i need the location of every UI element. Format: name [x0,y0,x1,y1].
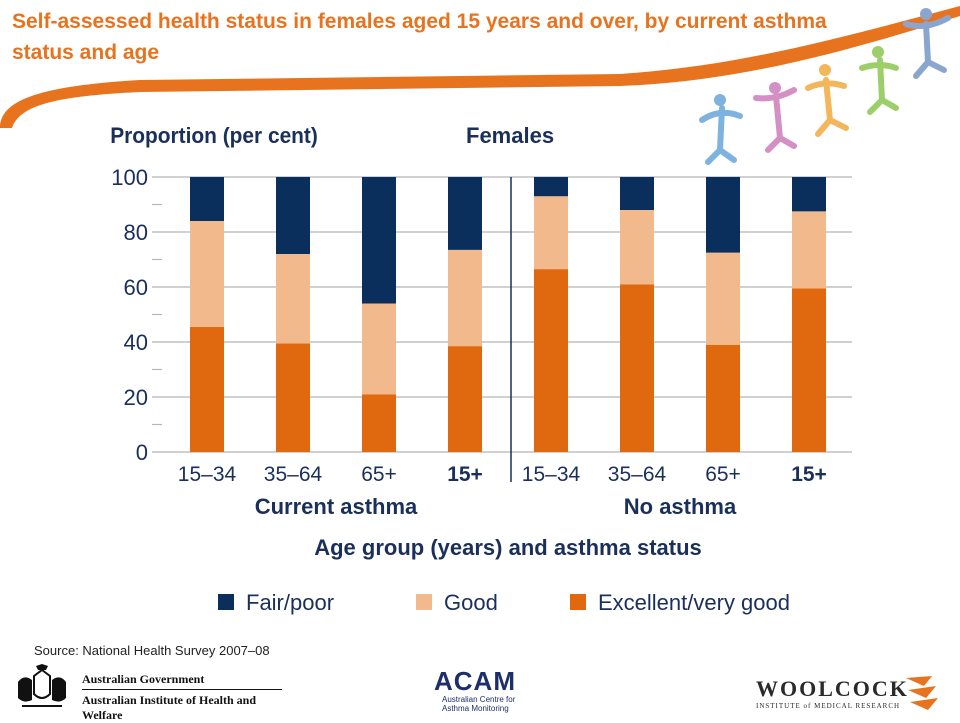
bar-segment [448,346,482,452]
woolcock-name: WOOLCOCK [756,676,909,701]
bar-segment [448,249,482,347]
bar-segment [448,177,482,250]
group-label: Current asthma [255,494,418,519]
x-tick-label: 35–64 [264,463,323,486]
bar-segment [362,303,396,395]
bar-segment [620,284,654,452]
coat-of-arms-icon [18,664,66,707]
bar-segment [620,210,654,285]
bar-segment [792,211,826,289]
woolcock-logo: WOOLCOCK INSTITUTE of MEDICAL RESEARCH [756,670,956,716]
stacked-bar-chart: Proportion (per cent) Females 0 20 40 60 80 1… [110,123,852,615]
legend-label: Good [444,590,498,615]
legend-swatch [218,594,234,610]
y-tick-label: 100 [111,165,148,190]
x-axis-title: Age group (years) and asthma status [314,535,702,560]
x-tick-label: 15+ [791,463,827,486]
bar-segment [792,177,826,212]
legend-swatch [416,594,432,610]
panel-title: Females [466,123,554,148]
aihw-logo: Australian Government Australian Institu… [10,664,290,722]
x-tick-label: 15–34 [178,463,237,486]
woolcock-mark-icon [906,676,938,710]
legend-label: Fair/poor [246,590,334,615]
bar-segment [276,254,310,344]
bar-segment [276,177,310,254]
y-tick-label: 80 [124,220,148,245]
x-tick-label: 35–64 [608,463,667,486]
source-note: Source: National Health Survey 2007–08 [34,643,270,658]
y-axis-title: Proportion (per cent) [110,124,318,149]
bar-segment [706,177,740,253]
group-label: No asthma [624,494,737,519]
y-tick-label: 0 [136,440,148,465]
bar-segment [362,394,396,452]
y-tick-label: 60 [124,275,148,300]
bar-segment [190,221,224,327]
slide-title: Self-assessed health status in females a… [12,10,827,64]
aihw-rule [82,689,282,690]
acam-sub1: Australian Centre for [442,695,516,704]
bar-segment [706,344,740,452]
woolcock-sub: INSTITUTE of MEDICAL RESEARCH [756,702,901,710]
bar-segment [534,196,568,270]
bar-segment [792,288,826,452]
x-tick-label: 15+ [447,463,483,486]
bar-segment [190,177,224,221]
bar-segment [706,252,740,345]
bar-segment [276,343,310,452]
x-tick-label: 65+ [361,463,397,486]
header-swoosh [0,6,960,128]
y-tick-label: 20 [124,385,148,410]
x-tick-label: 65+ [705,463,741,486]
bar-segment [362,177,396,304]
acam-name: ACAM [434,666,516,696]
bar-segment [534,269,568,452]
legend-label: Excellent/very good [598,590,790,615]
bar-segment [620,177,654,210]
bar-segment [190,326,224,452]
bar-segment [534,177,568,197]
legend-swatch [570,594,586,610]
x-tick-label: 15–34 [522,463,581,486]
aihw-line2: Australian Institute of Health and Welfa… [82,693,257,722]
acam-sub2: Asthma Monitoring [442,704,509,713]
aihw-line1: Australian Government [82,672,205,686]
acam-logo: ACAM Australian Centre for Asthma Monito… [430,666,550,714]
y-tick-label: 40 [124,330,148,355]
decorative-figures-graphic [699,8,951,165]
